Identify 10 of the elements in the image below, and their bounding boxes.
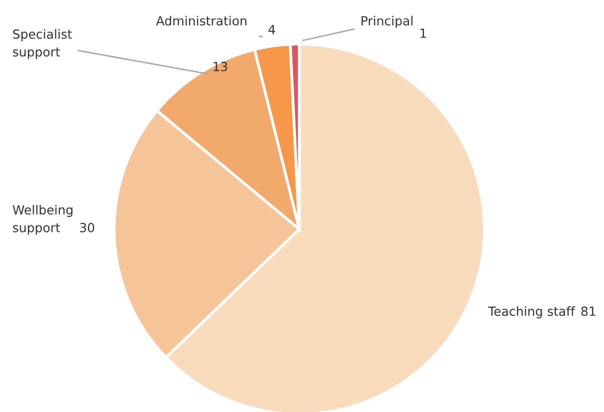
data-label: 4 xyxy=(268,24,276,34)
slice-label: Teaching staff xyxy=(488,306,576,318)
data-label: 81 xyxy=(581,306,596,316)
data-label: 1 xyxy=(420,28,426,38)
data-label: 30 xyxy=(80,222,94,232)
slice-label: Specialist support xyxy=(13,29,72,60)
slice-label: Principal xyxy=(362,16,412,28)
data-label: 13 xyxy=(214,62,228,72)
slice-label: Administration xyxy=(156,16,246,26)
slice-label: Wellbeing support xyxy=(12,204,72,235)
